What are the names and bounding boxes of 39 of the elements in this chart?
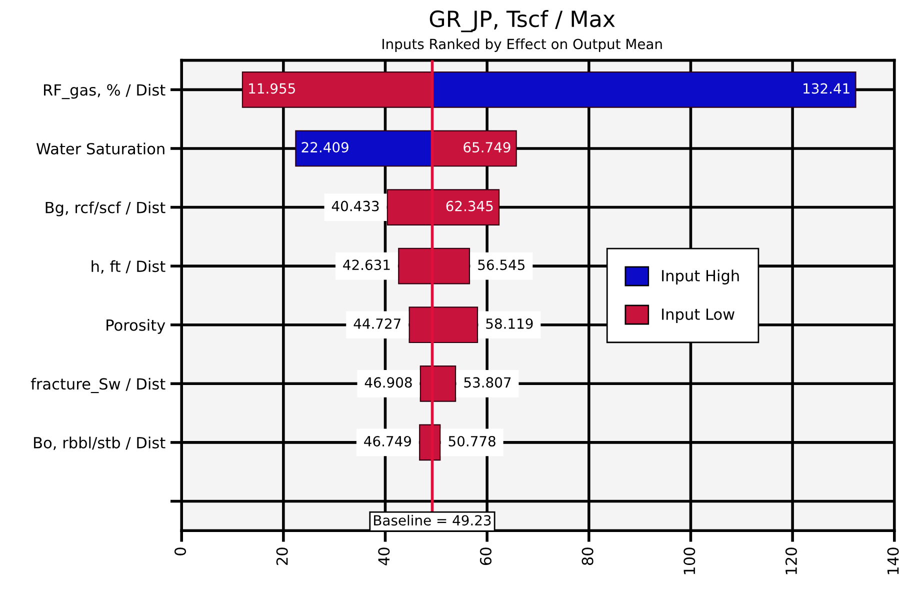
x-tick-label: 100	[684, 548, 696, 574]
data-label: 22.409	[302, 142, 348, 153]
data-label: 40.433	[332, 200, 379, 212]
data-label: 46.908	[364, 377, 412, 388]
bar	[432, 189, 500, 226]
ref-line-label: Baseline = 49.23	[374, 514, 491, 526]
x-tick-label: 140	[887, 548, 899, 574]
y-tick-label: h, ft / Dist	[92, 260, 166, 274]
bar	[432, 72, 856, 108]
x-tick-label: 80	[582, 548, 594, 566]
y-tick-label: Bg, rcf/scf / Dist	[46, 201, 166, 216]
data-label: 132.41	[804, 83, 850, 94]
data-label: 42.631	[343, 260, 390, 270]
data-label: 56.545	[478, 260, 525, 270]
y-tick-label: RF_gas, % / Dist	[44, 84, 166, 100]
bar	[295, 130, 433, 167]
data-label: 53.807	[464, 377, 511, 388]
data-label: 62.345	[446, 200, 493, 212]
x-tick-label: 120	[785, 548, 797, 574]
y-tick-label: Porosity	[106, 319, 166, 334]
x-tick-label: 60	[480, 548, 492, 565]
chart-title: GR_JP, Tscf / Max	[430, 10, 615, 32]
y-tick-label: Water Saturation	[36, 142, 164, 155]
data-label: 58.119	[486, 318, 533, 329]
data-label: 44.727	[354, 318, 400, 329]
data-label: 65.749	[464, 142, 510, 153]
data-label: 46.749	[364, 436, 411, 446]
x-tick-label: 0	[174, 548, 186, 556]
y-tick-label: fracture_Sw / Dist	[30, 378, 166, 394]
x-tick-label: 40	[378, 548, 390, 566]
bar	[242, 72, 433, 108]
y-tick-label: Bo, rbbl/stb / Dist	[34, 436, 166, 450]
legend-label: Input Low	[662, 308, 734, 323]
x-tick-label: 20	[276, 548, 288, 565]
legend-label: Input High	[662, 270, 739, 284]
chart-subtitle: Inputs Ranked by Effect on Output Mean	[382, 38, 662, 52]
bar	[432, 130, 517, 167]
data-label: 11.955	[249, 83, 295, 94]
data-label: 50.778	[448, 436, 496, 446]
